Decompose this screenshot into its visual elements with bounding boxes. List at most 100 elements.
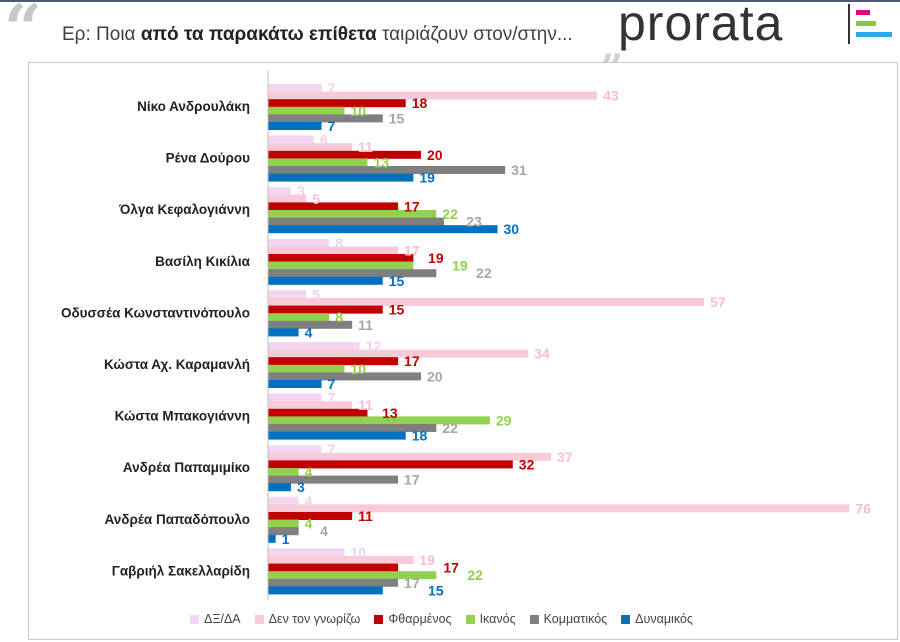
data-label: 1 [282, 531, 290, 547]
bar-5 [268, 431, 406, 440]
legend-label: Δυναμικός [635, 612, 693, 626]
bar-0 [268, 135, 314, 144]
data-label: 30 [504, 221, 520, 237]
category-label: Ρένα Δούρου [166, 151, 251, 166]
category-label: Γαβριήλ Σακελλαρίδη [112, 563, 250, 578]
data-label: 18 [412, 428, 428, 444]
title-prefix: Ερ: [62, 24, 97, 45]
bar-2 [268, 305, 383, 314]
legend-label: ΔΞ/ΔΑ [204, 612, 241, 626]
bar-5 [268, 173, 414, 182]
bar-1 [268, 401, 353, 410]
data-label: 4 [305, 516, 313, 532]
bar-4 [268, 424, 437, 432]
logo-stripe-green [856, 21, 876, 26]
category-label: Όλγα Κεφαλογιάννη [118, 202, 250, 217]
bar-0 [268, 290, 307, 299]
title-rest: ταιριάζουν στον/στην... [376, 24, 573, 45]
bar-3 [268, 571, 437, 580]
category-label: Κώστα Αχ. Καραμανλή [104, 357, 250, 372]
bar-3 [268, 106, 345, 115]
bar-3 [268, 468, 299, 476]
bar-1 [268, 298, 705, 306]
bar-2 [268, 460, 513, 469]
bar-2 [268, 408, 368, 417]
quote-open-icon: “ [4, 0, 42, 68]
bar-1 [268, 452, 552, 461]
legend-swatch [621, 614, 631, 624]
data-label: 43 [603, 88, 619, 104]
data-label: 7 [328, 118, 336, 134]
bar-0 [268, 445, 322, 454]
data-label: 32 [519, 456, 535, 472]
category-label: Νίκο Ανδρουλάκη [137, 99, 250, 114]
bar-1 [268, 504, 850, 513]
bar-5 [268, 586, 383, 595]
data-label: 19 [452, 258, 468, 274]
data-label: 15 [389, 110, 405, 126]
bar-5 [268, 225, 498, 234]
legend-item: Δυναμικός [621, 612, 693, 626]
bar-5 [268, 380, 322, 388]
data-label: 4 [320, 523, 328, 539]
bar-4 [268, 114, 383, 123]
bar-4 [268, 527, 299, 536]
bar-4 [268, 217, 444, 226]
legend-item: Δεν τον γνωρίζω [254, 612, 361, 626]
data-label: 3 [297, 479, 305, 495]
data-label: 7 [328, 80, 336, 96]
data-label: 7 [328, 441, 336, 457]
bar-3 [268, 519, 299, 528]
data-label: 18 [412, 95, 428, 111]
legend-label: Ικανός [479, 612, 516, 626]
bar-1 [268, 91, 597, 100]
legend-label: Φθαρμένος [388, 612, 452, 626]
bar-0 [268, 393, 322, 402]
bar-2 [268, 563, 399, 572]
bar-3 [268, 416, 490, 425]
data-label: 10 [351, 361, 367, 377]
data-label: 15 [389, 273, 405, 289]
bar-2 [268, 512, 353, 520]
data-label: 29 [496, 412, 512, 428]
legend-swatch [374, 614, 384, 624]
data-label: 22 [442, 420, 458, 436]
data-label: 20 [427, 368, 443, 384]
data-label: 17 [404, 198, 420, 214]
data-label: 17 [443, 560, 459, 576]
bar-1 [268, 194, 307, 203]
data-label: 15 [428, 582, 444, 598]
data-label: 57 [710, 294, 726, 310]
data-label: 11 [358, 139, 373, 155]
bar-2 [268, 254, 414, 262]
legend-label: Δεν τον γνωρίζω [268, 612, 361, 626]
bar-4 [268, 166, 506, 174]
bar-1 [268, 143, 353, 152]
data-label: 11 [358, 397, 373, 413]
question-title: Ερ: Ποια από τα παρακάτω επίθετα ταιριάζ… [62, 24, 573, 46]
bar-1 [268, 246, 399, 255]
data-label: 22 [467, 567, 483, 583]
data-label: 5 [312, 191, 320, 207]
legend-label: Κομματικός [543, 612, 608, 626]
data-label: 8 [335, 235, 343, 251]
data-label: 12 [366, 338, 382, 354]
bar-0 [268, 342, 360, 350]
logo-divider [848, 4, 850, 44]
data-label: 23 [466, 214, 482, 230]
bar-3 [268, 313, 330, 322]
bar-3 [268, 261, 414, 270]
data-label: 7 [328, 376, 336, 392]
data-label: 22 [476, 265, 492, 281]
bar-5 [268, 483, 291, 492]
bar-0 [268, 84, 322, 92]
data-label: 7 [328, 390, 336, 406]
bar-1 [268, 556, 414, 564]
bar-2 [268, 357, 399, 366]
bar-5 [268, 328, 299, 337]
data-label: 4 [305, 464, 313, 480]
bar-2 [268, 150, 421, 159]
title-bold: από τα παρακάτω επίθετα [140, 24, 377, 45]
data-label: 8 [335, 309, 343, 325]
